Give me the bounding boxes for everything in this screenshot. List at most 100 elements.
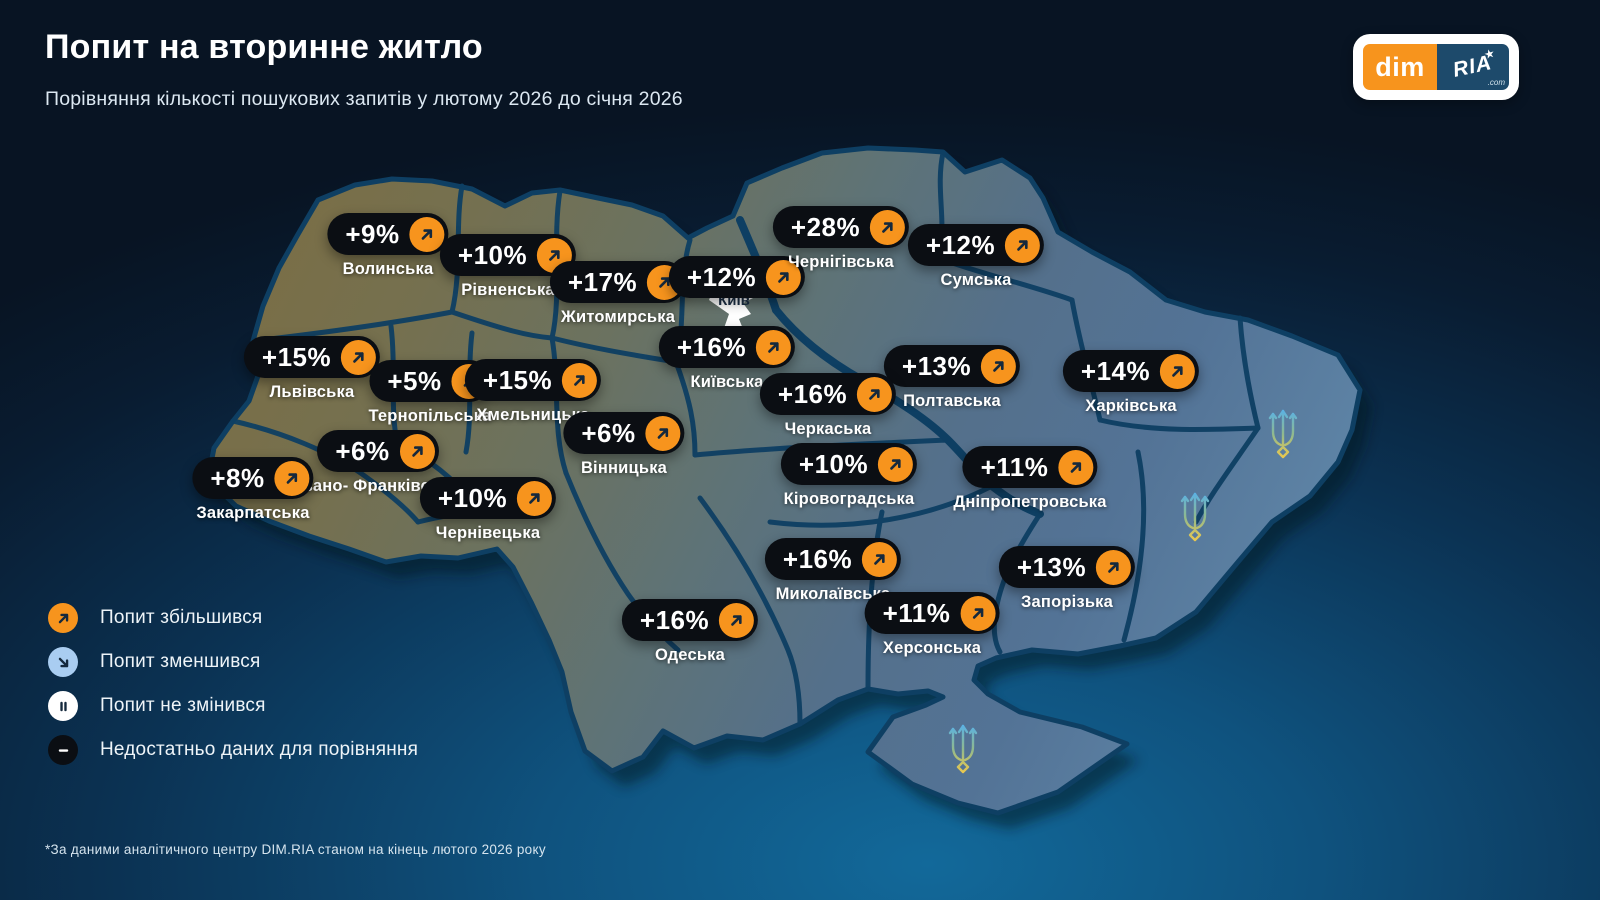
page-title: Попит на вторинне житло	[45, 28, 483, 66]
region-pill: +16%	[621, 599, 759, 641]
region-pill: +11%	[864, 592, 1000, 634]
arrow-up-right-icon	[870, 209, 906, 245]
region-label: Київська	[690, 373, 764, 391]
region-pill: +14%	[1062, 350, 1200, 392]
region-value: +16%	[639, 605, 710, 635]
arrow-up-right-icon	[766, 259, 802, 295]
region-badge-3: +12%	[668, 256, 806, 298]
region-value: +6%	[335, 436, 390, 466]
arrow-up-right-icon	[981, 348, 1017, 384]
region-badge-8: +15% Хмельницька	[464, 359, 602, 425]
arrow-up-right-icon	[645, 415, 681, 451]
region-label: Закарпатська	[196, 504, 310, 522]
region-value: +17%	[567, 267, 638, 297]
region-pill: +17%	[549, 261, 687, 303]
page-subtitle: Порівняння кількості пошукових запитів у…	[45, 88, 683, 110]
region-badge-12: +6% Івано- Франківська	[298, 430, 458, 496]
region-pill: +6%	[563, 412, 685, 454]
region-badge-2: +17% Житомирська	[549, 261, 687, 327]
kyiv-city-shape	[709, 283, 757, 348]
legend-label: Недостатньо даних для порівняння	[100, 739, 419, 760]
region-label: Одеська	[654, 646, 726, 664]
arrow-up-right-icon	[562, 362, 598, 398]
region-pill: +28%	[772, 206, 910, 248]
region-value: +12%	[686, 262, 757, 292]
region-badge-9: +16% Київська	[658, 326, 796, 392]
region-value: +9%	[345, 219, 400, 249]
legend-label: Попит зменшився	[100, 651, 261, 672]
dim-logo-box: dim	[1363, 44, 1437, 90]
region-pill: +15%	[243, 336, 381, 378]
region-label: Чернівецька	[435, 524, 541, 542]
region-value: +5%	[387, 366, 442, 396]
region-badge-5: +12% Сумська	[907, 224, 1045, 290]
legend-item-2: Попит не змінився	[48, 691, 418, 721]
region-value: +15%	[261, 342, 332, 372]
legend-label: Попит не змінився	[100, 695, 266, 716]
region-label: Житомирська	[560, 308, 676, 326]
region-badge-13: +8% Закарпатська	[192, 457, 314, 523]
arrow-up-right-icon	[960, 595, 996, 631]
dim-ria-logo[interactable]: dim ★ RIA .com	[1353, 34, 1519, 100]
region-pill: +12%	[668, 256, 806, 298]
region-label: Хмельницька	[476, 406, 590, 424]
region-value: +13%	[1016, 552, 1087, 582]
region-badge-20: +13% Запорізька	[998, 546, 1136, 612]
region-pill: +10%	[780, 443, 918, 485]
region-pill: +13%	[998, 546, 1136, 588]
ria-logo-box: ★ RIA .com	[1437, 44, 1509, 90]
region-label: Полтавська	[903, 392, 1001, 410]
footnote: *За даними аналітичного центру DIM.RIA с…	[45, 842, 546, 857]
region-badge-15: +6% Вінницька	[563, 412, 685, 478]
region-value: +16%	[782, 544, 853, 574]
region-label: Івано- Франківська	[297, 477, 459, 495]
arrow-down-right-icon	[48, 647, 78, 677]
region-badge-19: +16% Миколаївська	[764, 538, 902, 604]
region-label: Тернопільська	[368, 407, 492, 425]
legend-label: Попит збільшився	[100, 607, 263, 628]
region-pill: +16%	[759, 373, 897, 415]
region-label: Рівненська	[461, 281, 555, 299]
region-value: +28%	[790, 212, 861, 242]
arrow-up-right-icon	[409, 216, 445, 252]
legend-item-1: Попит зменшився	[48, 647, 418, 677]
arrow-up-right-icon	[1096, 549, 1132, 585]
region-badge-0: +9% Волинська	[327, 213, 449, 279]
region-pill: +16%	[658, 326, 796, 368]
region-pill: +8%	[192, 457, 314, 499]
legend-item-3: Недостатньо даних для порівняння	[48, 735, 418, 765]
region-label: Чернігівська	[788, 253, 894, 271]
region-label: Херсонська	[882, 639, 982, 657]
region-pill: +15%	[464, 359, 602, 401]
region-value: +6%	[581, 418, 636, 448]
arrow-up-right-icon	[48, 603, 78, 633]
region-value: +12%	[925, 230, 996, 260]
region-pill: +9%	[327, 213, 449, 255]
region-badge-17: +10% Кіровоградська	[780, 443, 918, 509]
region-label: Волинська	[342, 260, 434, 278]
region-pill: +16%	[764, 538, 902, 580]
region-value: +10%	[437, 483, 508, 513]
region-pill: +12%	[907, 224, 1045, 266]
region-value: +10%	[457, 240, 528, 270]
region-value: +10%	[798, 449, 869, 479]
region-badge-6: +15% Львівська	[243, 336, 381, 402]
region-value: +11%	[980, 452, 1049, 482]
arrow-up-right-icon	[878, 446, 914, 482]
region-pill: +6%	[317, 430, 439, 472]
region-value: +15%	[482, 365, 553, 395]
arrow-up-right-icon	[517, 480, 553, 516]
region-badge-14: +10% Чернівецька	[419, 477, 557, 543]
region-badge-16: +16% Черкаська	[759, 373, 897, 439]
region-value: +13%	[901, 351, 972, 381]
region-value: +8%	[210, 463, 265, 493]
arrow-up-right-icon	[1005, 227, 1041, 263]
arrow-up-right-icon	[857, 376, 893, 412]
region-pill: +11%	[962, 446, 1098, 488]
region-badge-22: +11% Херсонська	[864, 592, 1000, 658]
arrow-up-right-icon	[719, 602, 755, 638]
legend-item-0: Попит збільшився	[48, 603, 418, 633]
region-badge-4: +28% Чернігівська	[772, 206, 910, 272]
region-label: Вінницька	[580, 459, 668, 477]
arrow-up-right-icon	[1160, 353, 1196, 389]
